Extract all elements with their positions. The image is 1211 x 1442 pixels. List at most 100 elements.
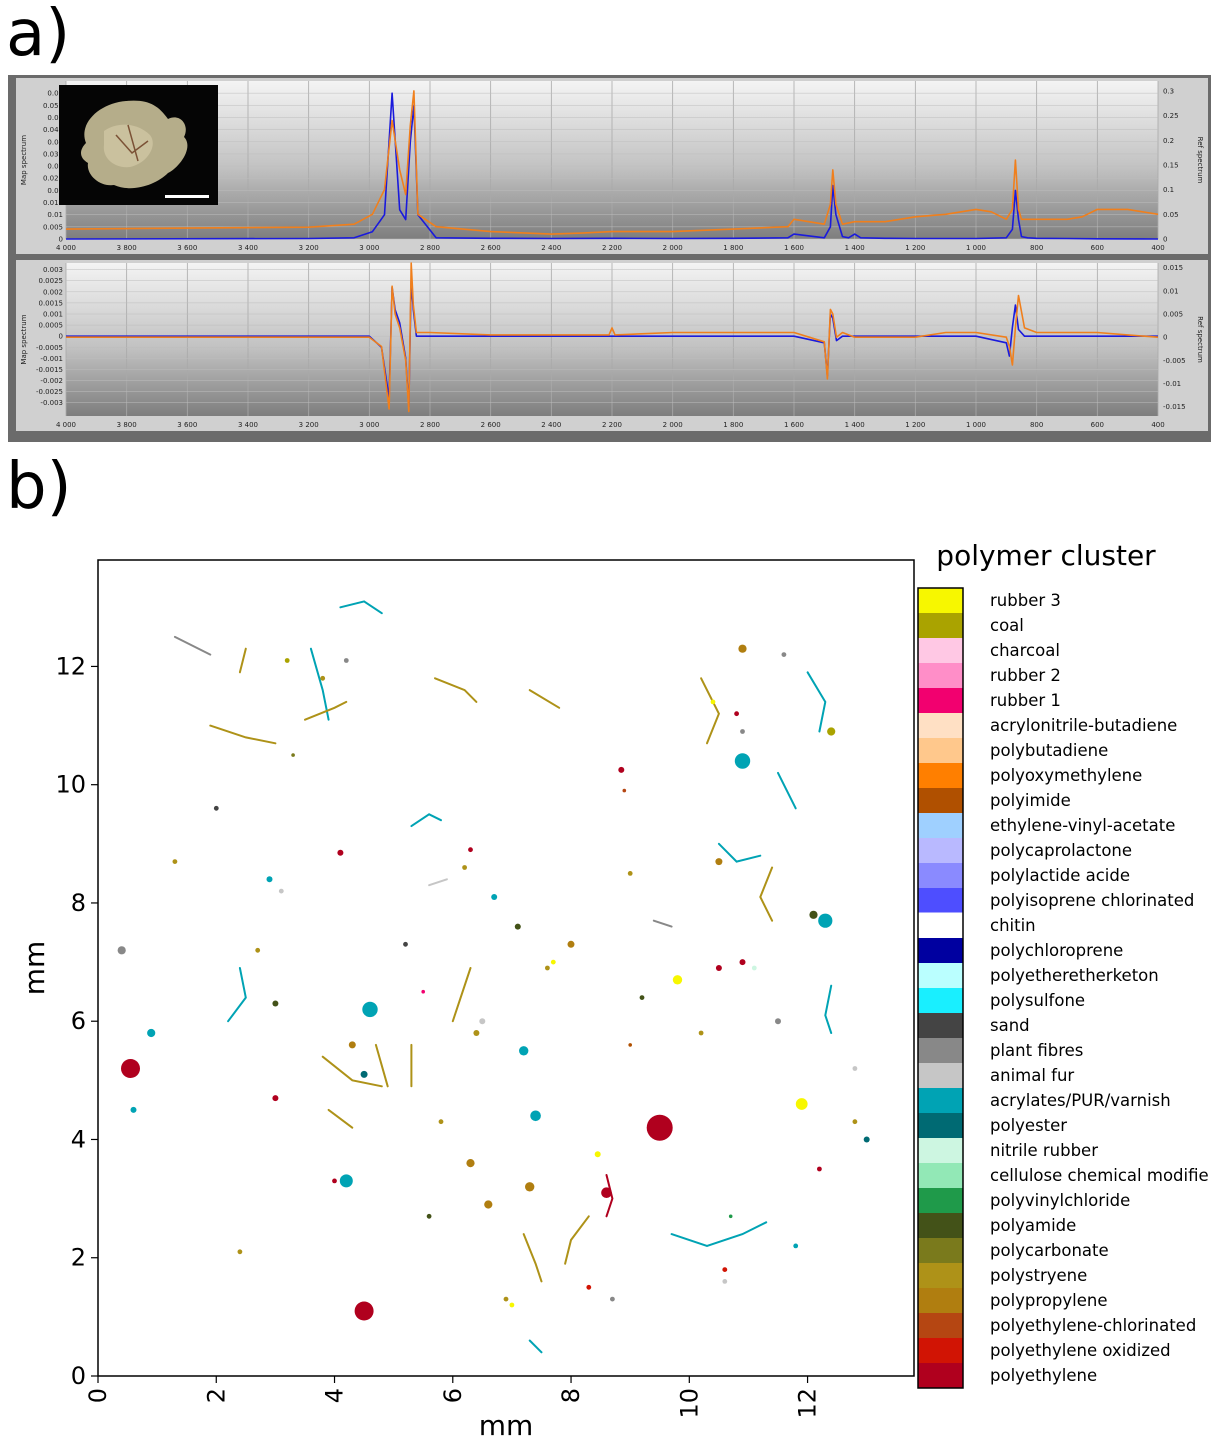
spectrum-series-line: [65, 90, 1159, 235]
particle: [622, 788, 627, 793]
particle: [343, 658, 349, 663]
fibre: [717, 842, 762, 863]
y-tick-label-left: -0.0005: [36, 344, 63, 352]
x-tick-label: 400: [1151, 244, 1164, 252]
y-tick-label-left: 0.0015: [39, 299, 64, 307]
x-tick-label: 10: [675, 1388, 703, 1419]
y-tick-label-right: -0.005: [1163, 357, 1186, 365]
x-tick-label: 3 600: [177, 421, 197, 429]
legend-swatch: [918, 1188, 963, 1213]
particle: [121, 1059, 140, 1078]
x-tick-label: 3 200: [299, 421, 319, 429]
legend-label: polyvinylchloride: [990, 1191, 1130, 1210]
legend-label: polyisoprene chlorinated: [990, 891, 1194, 910]
particle: [332, 1178, 337, 1184]
particle: [639, 995, 645, 1000]
legend-label: polyethylene: [990, 1366, 1097, 1385]
legend-label: animal fur: [990, 1066, 1074, 1085]
fibre: [806, 671, 827, 733]
legend-label: polyamide: [990, 1216, 1076, 1235]
x-tick-label: 1 400: [845, 421, 865, 429]
particle: [479, 1018, 486, 1025]
y-axis-title-right: Ref spectrum: [1196, 137, 1204, 184]
particle: [473, 1030, 480, 1036]
particle: [722, 1267, 728, 1272]
particle: [722, 1279, 728, 1284]
spectrum-bottom: 4 000 3 800 3 600 3 400 3 200 3 000 2 800 2 600…: [16, 260, 1208, 431]
y-tick-label-left: 0.002: [43, 288, 63, 296]
y-tick-label-left: 0.035: [43, 150, 63, 158]
y-tick-label-left: -0.0015: [36, 366, 63, 374]
legend-swatch: [917, 912, 964, 939]
particle: [775, 1018, 781, 1025]
legend-swatch: [918, 838, 963, 863]
legend-swatch: [918, 863, 963, 888]
particle: [339, 1174, 353, 1188]
legend-swatch: [918, 1338, 963, 1363]
particle: [130, 1106, 137, 1113]
legend-label: polycaprolactone: [990, 841, 1132, 860]
x-tick-label: 1 200: [905, 244, 925, 252]
x-tick-label: 1 400: [845, 244, 865, 252]
legend-swatch: [918, 788, 963, 813]
x-tick-label: 3 600: [177, 244, 197, 252]
legend-swatch: [918, 988, 963, 1013]
particle: [586, 1284, 592, 1290]
legend-label: cellulose chemical modifie: [990, 1166, 1209, 1185]
particle: [715, 965, 722, 971]
fibre: [528, 689, 561, 709]
x-tick-label: 2 200: [602, 244, 622, 252]
x-tick-label: 4: [321, 1388, 349, 1403]
legend-swatch: [918, 938, 963, 963]
particle: [172, 859, 178, 864]
particle: [567, 940, 575, 948]
legend-label: rubber 1: [990, 691, 1061, 710]
panel-label-b: b): [6, 450, 72, 524]
spectra-panel: 4 000 3 800 3 600 3 400 3 200 3 000 2 800 2 600…: [8, 75, 1211, 442]
legend-swatch: [918, 1363, 963, 1388]
y-tick-label-left: 0.02: [47, 187, 63, 195]
legend-label: polysulfone: [990, 991, 1085, 1010]
y-axis-title: mm: [18, 941, 51, 996]
x-tick-label: 2 800: [420, 244, 440, 252]
particle: [484, 1200, 493, 1209]
particle: [491, 894, 498, 900]
particle: [740, 729, 745, 734]
x-tick-label: 4 000: [56, 244, 76, 252]
particle: [291, 753, 295, 757]
x-tick-label: 2 400: [541, 421, 561, 429]
y-tick-label-right: 0.005: [1163, 311, 1183, 319]
particle: [438, 1119, 444, 1125]
x-tick-label: 6: [439, 1388, 467, 1403]
x-tick-label: 1 800: [723, 244, 743, 252]
y-tick-label-right: 0: [1163, 334, 1167, 342]
particle: [514, 923, 521, 930]
legend-label: polyimide: [990, 791, 1071, 810]
scale-bar: [165, 195, 209, 198]
plot-border: [97, 559, 915, 1377]
legend-swatch: [918, 688, 963, 713]
legend-title: polymer cluster: [936, 539, 1156, 572]
particle: [462, 865, 467, 870]
legend-label: plant fibres: [990, 1041, 1083, 1060]
x-tick-label: 3 400: [238, 421, 258, 429]
fibre: [374, 1043, 389, 1088]
particle: [715, 858, 723, 866]
y-tick-label-left: 0.025: [43, 175, 63, 183]
particle: [421, 989, 426, 994]
y-tick-label-left: 0: [59, 236, 63, 244]
y-tick-label-left: -0.003: [40, 399, 63, 407]
legend-label: polypropylene: [990, 1291, 1108, 1310]
legend-label: polyethylene oxidized: [990, 1341, 1171, 1360]
legend-swatch: [918, 1163, 963, 1188]
y-tick-label-right: 0.3: [1163, 87, 1174, 95]
particle: [610, 1296, 615, 1302]
particle: [348, 1041, 356, 1049]
y-tick-label-left: -0.001: [40, 355, 63, 363]
y-axis-title-left: Map spectrum: [20, 135, 28, 185]
legend-swatch: [918, 1288, 963, 1313]
particle: [601, 1187, 612, 1198]
y-axis-title-right: Ref spectrum: [1196, 316, 1204, 363]
particle: [466, 1159, 475, 1168]
particle: [646, 1114, 673, 1141]
